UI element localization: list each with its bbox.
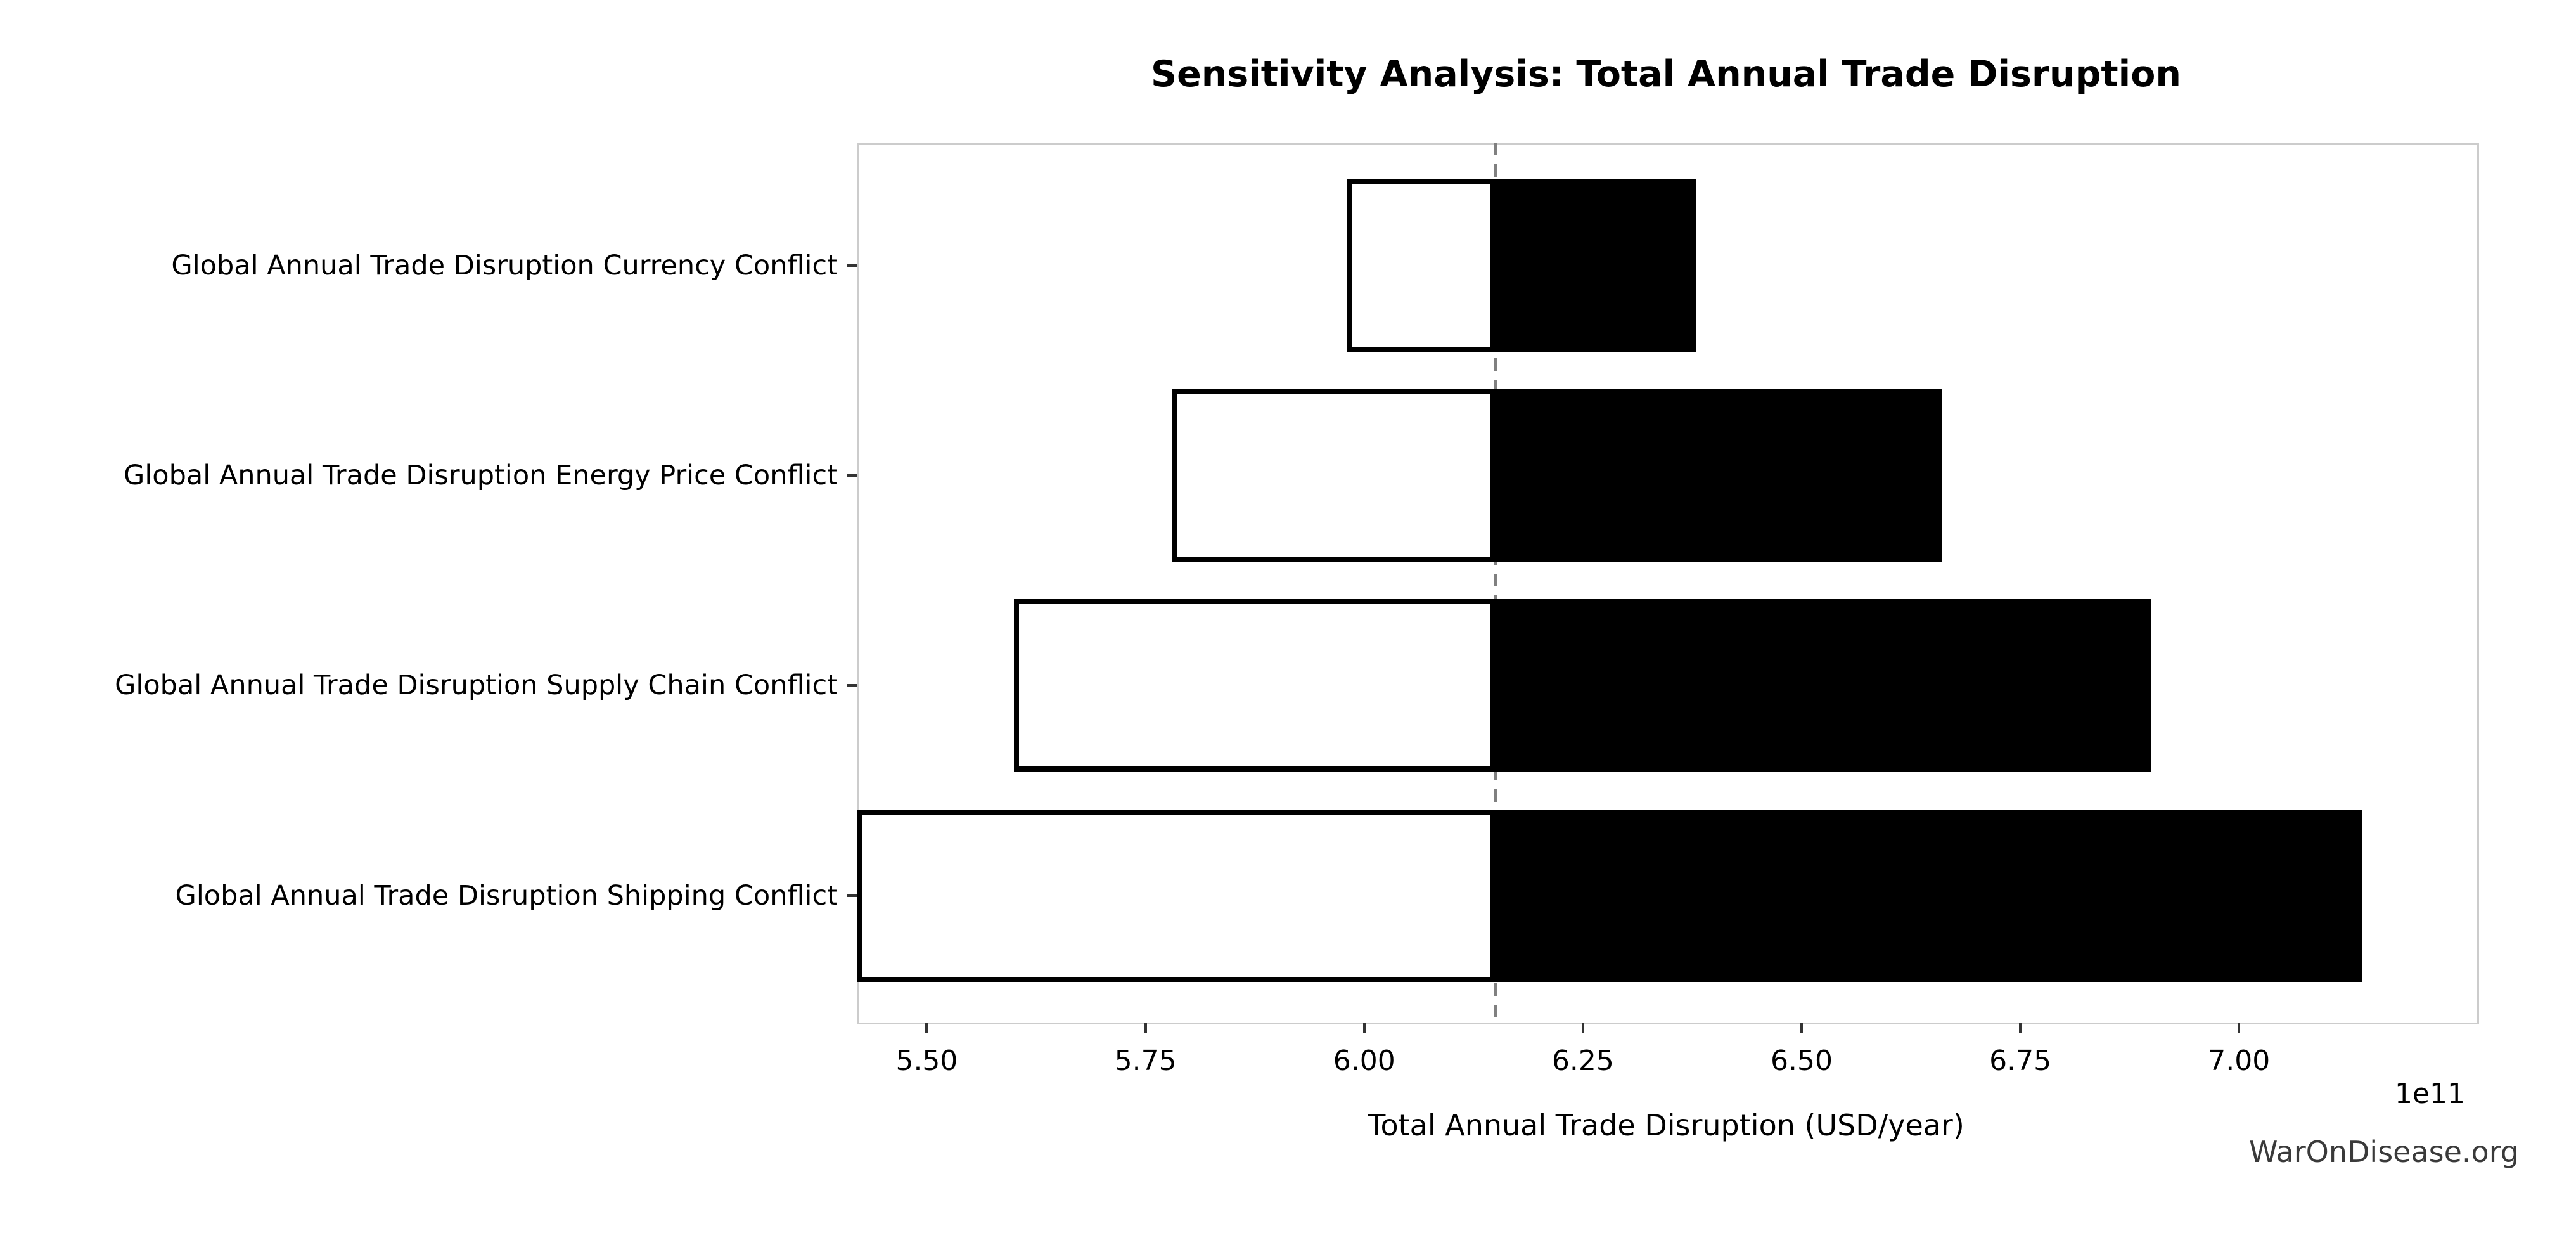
baseline-dashed-line xyxy=(1494,143,1497,1021)
y-axis-category-label: Global Annual Trade Disruption Supply Ch… xyxy=(115,669,838,701)
bar-high-segment xyxy=(1495,599,2152,772)
bar-high-segment xyxy=(1495,389,1942,562)
x-tick-label: 5.50 xyxy=(895,1045,958,1077)
bar-low-segment xyxy=(1171,389,1496,562)
watermark-text: WarOnDisease.org xyxy=(2249,1135,2519,1169)
y-axis-category-label: Global Annual Trade Disruption Energy Pr… xyxy=(124,460,838,491)
x-tick-mark xyxy=(1800,1023,1803,1033)
x-tick-label: 6.50 xyxy=(1770,1045,1833,1077)
x-axis-scale-offset-label: 1e11 xyxy=(2394,1078,2465,1110)
bar-low-segment xyxy=(1014,599,1496,772)
x-tick-mark xyxy=(1362,1023,1366,1033)
x-tick-label: 5.75 xyxy=(1114,1045,1177,1077)
y-tick-mark xyxy=(847,894,857,897)
x-tick-label: 7.00 xyxy=(2208,1045,2271,1077)
y-axis-category-label: Global Annual Trade Disruption Currency … xyxy=(171,250,838,281)
x-axis-label: Total Annual Trade Disruption (USD/year) xyxy=(1368,1108,1964,1142)
x-tick-mark xyxy=(1581,1023,1584,1033)
y-tick-mark xyxy=(847,684,857,687)
y-axis-category-label: Global Annual Trade Disruption Shipping … xyxy=(175,880,838,912)
bar-high-segment xyxy=(1495,179,1697,352)
x-tick-label: 6.00 xyxy=(1333,1045,1395,1077)
x-tick-mark xyxy=(2238,1023,2241,1033)
chart-title: Sensitivity Analysis: Total Annual Trade… xyxy=(1151,53,2181,95)
y-tick-mark xyxy=(847,474,857,477)
x-tick-mark xyxy=(2019,1023,2022,1033)
bar-low-segment xyxy=(1347,179,1496,352)
x-tick-label: 6.75 xyxy=(1989,1045,2052,1077)
bar-high-segment xyxy=(1495,810,2362,982)
x-tick-label: 6.25 xyxy=(1551,1045,1614,1077)
x-tick-mark xyxy=(1144,1023,1147,1033)
y-tick-mark xyxy=(847,264,857,267)
bar-low-segment xyxy=(857,810,1496,982)
x-tick-mark xyxy=(925,1023,928,1033)
